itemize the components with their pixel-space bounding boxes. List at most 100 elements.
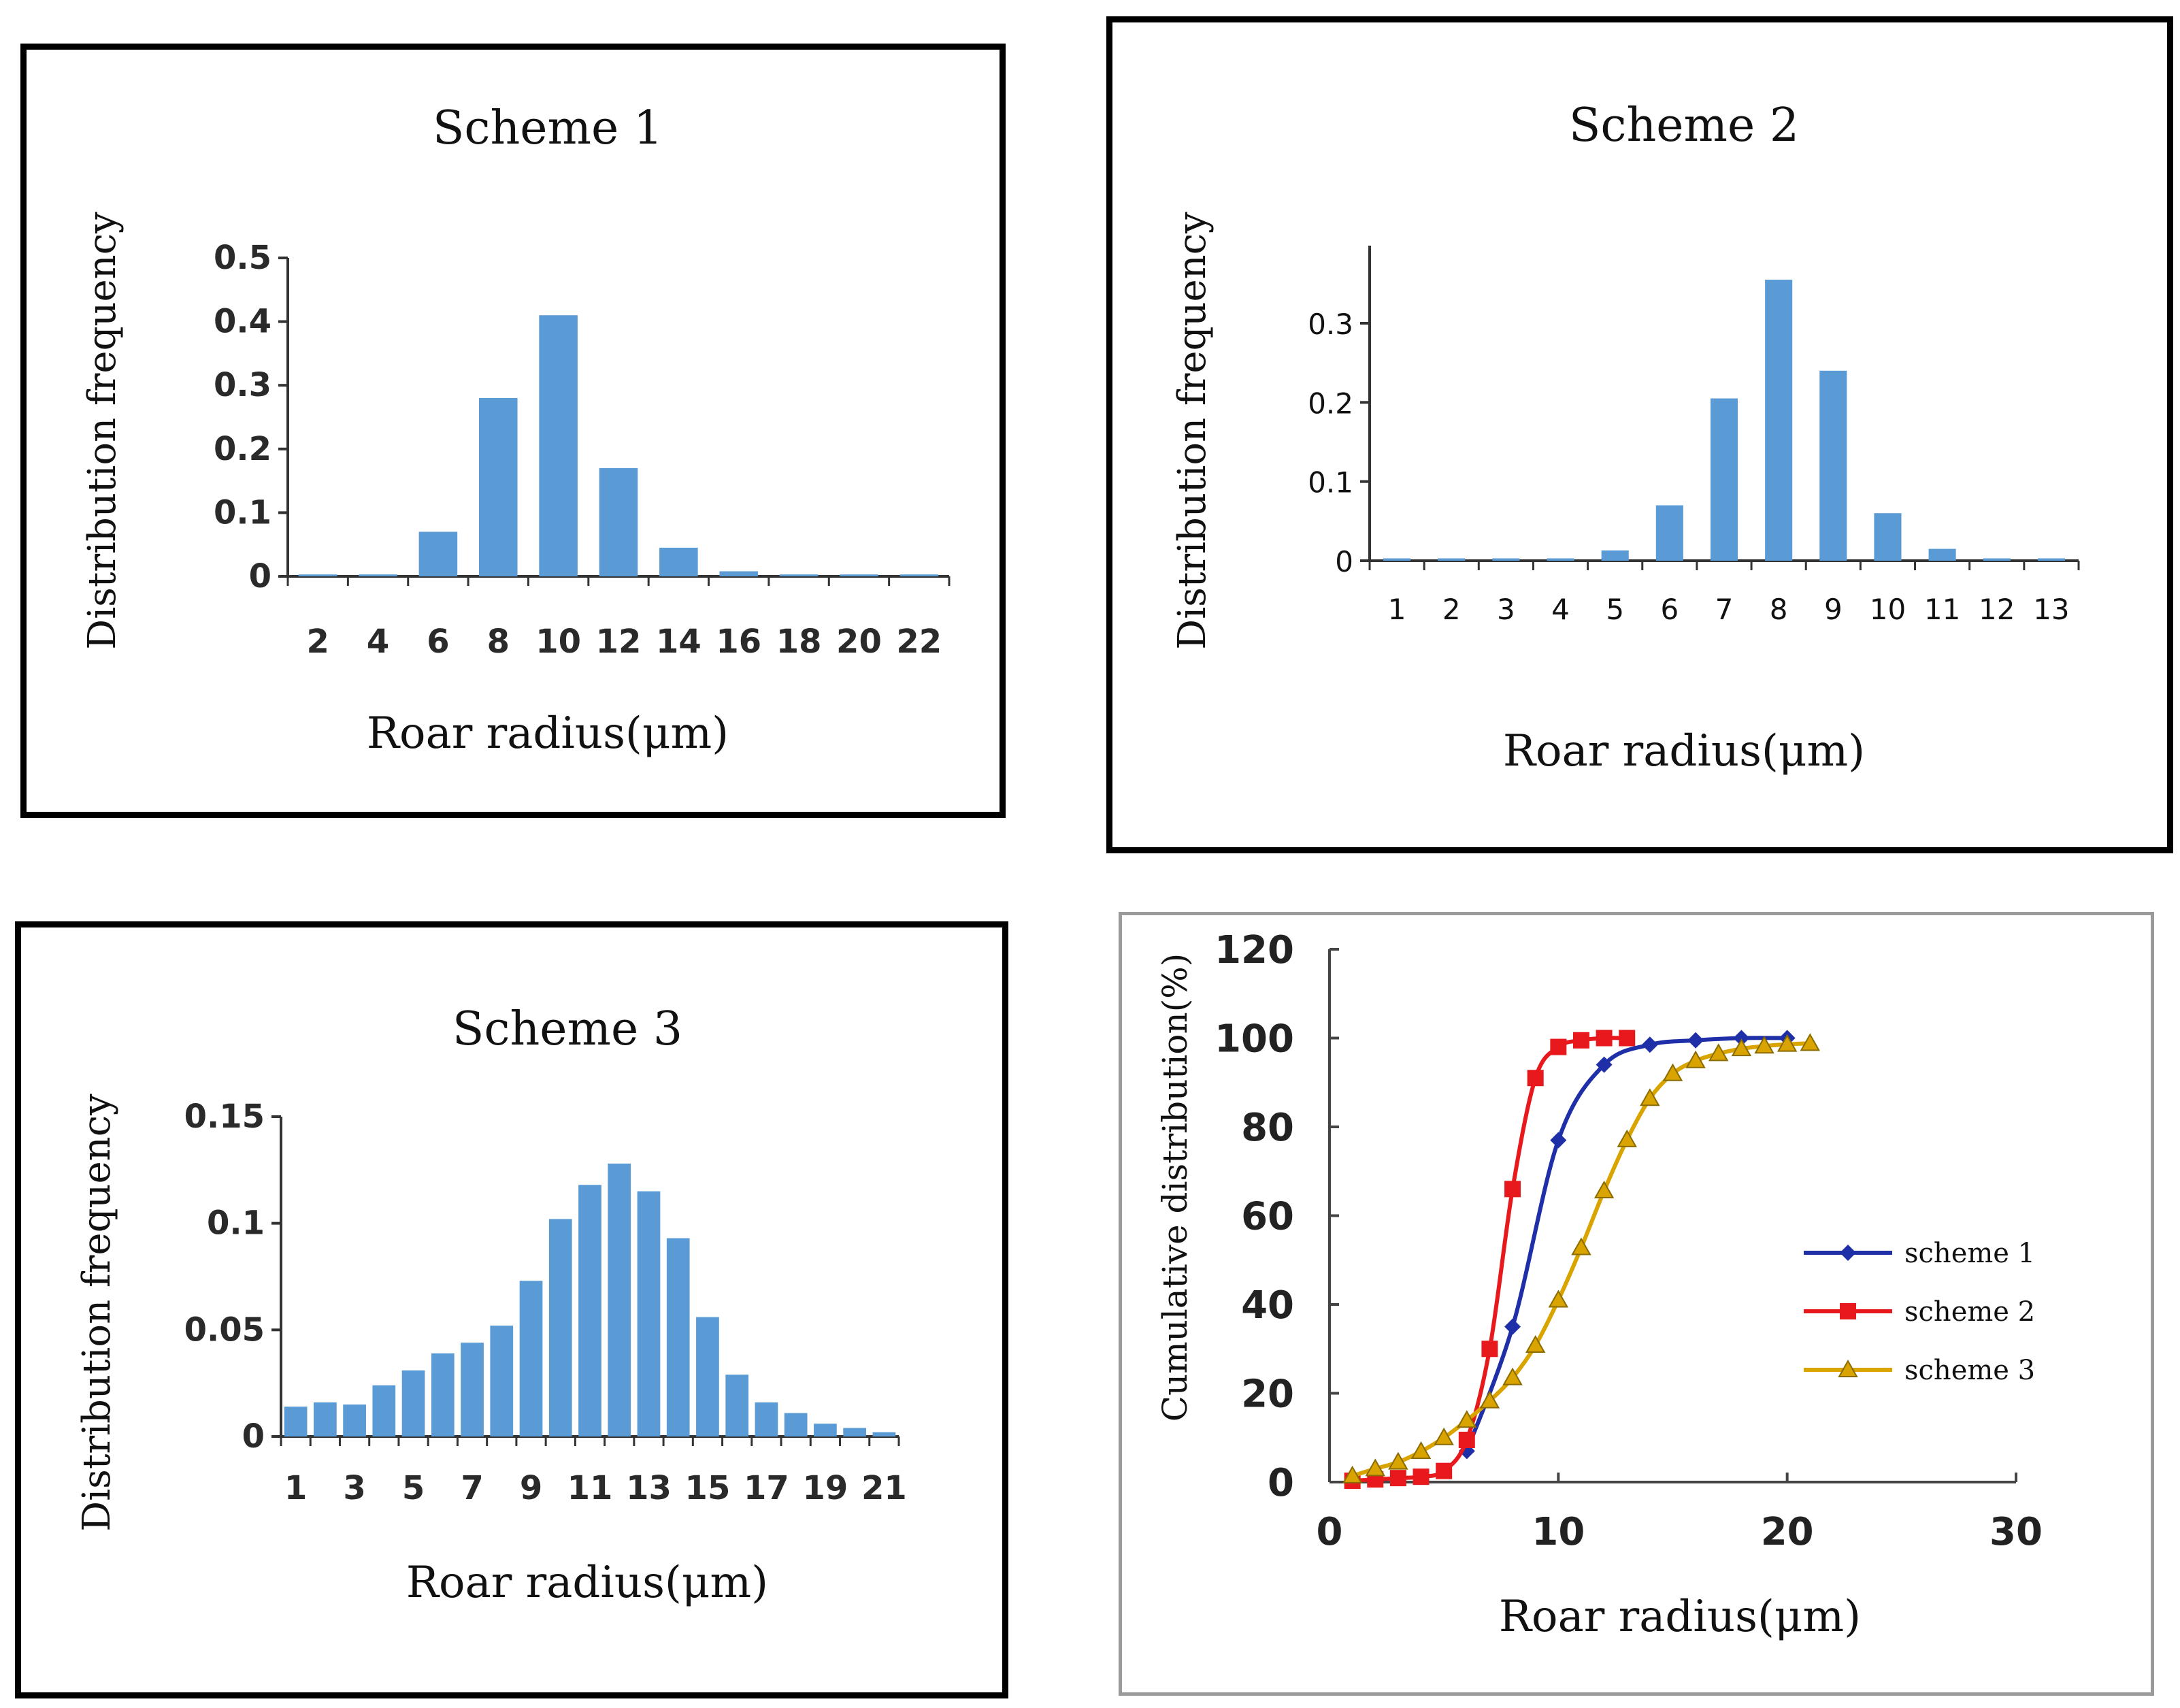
point-scheme-3-21 bbox=[1800, 1033, 1821, 1051]
x-tick-label: 4 bbox=[367, 623, 389, 661]
x-tick-label: 20 bbox=[1761, 1510, 1814, 1554]
point-scheme-1-16 bbox=[1687, 1032, 1704, 1049]
bar-17 bbox=[755, 1402, 778, 1436]
bar-8 bbox=[1765, 280, 1793, 561]
point-scheme-1-18 bbox=[1733, 1030, 1750, 1047]
point-scheme-3-18 bbox=[1731, 1038, 1752, 1057]
x-tick-label: 12 bbox=[1979, 593, 2015, 626]
y-axis-label: Distribution frequency bbox=[1170, 212, 1215, 650]
x-tick-label: 1 bbox=[284, 1469, 307, 1507]
bar-4 bbox=[372, 1385, 396, 1436]
point-scheme-2-11 bbox=[1572, 1032, 1589, 1049]
chart-title: Scheme 3 bbox=[452, 1002, 682, 1056]
x-tick-label: 9 bbox=[1824, 593, 1843, 626]
point-scheme-3-3 bbox=[1388, 1451, 1408, 1470]
bar-1 bbox=[284, 1407, 308, 1436]
scheme-1-panel: Scheme 1 Distribution frequency Roar radiu… bbox=[20, 44, 1006, 818]
x-tick-label: 22 bbox=[896, 623, 942, 661]
bar-22 bbox=[899, 574, 939, 576]
bar-19 bbox=[814, 1424, 837, 1436]
y-tick-label: 0 bbox=[1335, 545, 1353, 578]
x-tick-label: 17 bbox=[744, 1469, 789, 1507]
x-tick-label: 10 bbox=[535, 623, 581, 661]
point-scheme-2-4 bbox=[1413, 1468, 1430, 1485]
bar-1 bbox=[1383, 558, 1411, 561]
y-tick-label: 0.3 bbox=[214, 366, 271, 404]
point-scheme-2-13 bbox=[1619, 1030, 1636, 1047]
bar-8 bbox=[490, 1326, 514, 1436]
bar-18 bbox=[784, 1413, 808, 1436]
x-axis-label: Roar radius(μm) bbox=[367, 708, 729, 759]
bar-15 bbox=[696, 1317, 719, 1436]
point-scheme-3-14 bbox=[1640, 1088, 1660, 1106]
bar-3 bbox=[343, 1405, 366, 1436]
bar-21 bbox=[872, 1432, 896, 1436]
point-scheme-3-10 bbox=[1548, 1290, 1569, 1308]
x-tick-label: 21 bbox=[861, 1469, 907, 1507]
y-axis-label: Distribution frequency bbox=[75, 1094, 119, 1532]
bar-2 bbox=[313, 1402, 337, 1436]
scheme-3-chart: Scheme 3 Distribution frequency Roar radiu… bbox=[75, 1002, 907, 1608]
y-tick-label: 0.5 bbox=[214, 239, 271, 277]
bar-12 bbox=[599, 467, 638, 576]
bar-5 bbox=[1601, 550, 1629, 561]
x-tick-label: 19 bbox=[803, 1469, 848, 1507]
legend-label: scheme 3 bbox=[1904, 1355, 2035, 1386]
bar-5 bbox=[401, 1370, 425, 1436]
x-tick-label: 16 bbox=[716, 623, 761, 661]
bar-20 bbox=[843, 1428, 867, 1436]
point-scheme-3-13 bbox=[1617, 1129, 1637, 1147]
x-tick-label: 8 bbox=[487, 623, 510, 661]
bar-14 bbox=[659, 547, 698, 576]
x-tick-label: 0 bbox=[1317, 1510, 1343, 1554]
point-scheme-3-4 bbox=[1410, 1441, 1432, 1459]
x-tick-label: 30 bbox=[1989, 1510, 2043, 1554]
y-tick-label: 0.1 bbox=[207, 1204, 265, 1243]
x-tick-label: 7 bbox=[461, 1469, 483, 1507]
x-tick-label: 11 bbox=[1924, 593, 1960, 626]
bar-10 bbox=[1874, 513, 1902, 561]
bar-9 bbox=[519, 1281, 543, 1436]
x-tick-label: 15 bbox=[685, 1469, 731, 1507]
bar-7 bbox=[1710, 398, 1738, 561]
y-axis-label: Cumulative distribution(%) bbox=[1155, 953, 1195, 1422]
bar-20 bbox=[840, 574, 878, 576]
point-scheme-2-6 bbox=[1458, 1432, 1475, 1449]
y-tick-label: 0 bbox=[1268, 1461, 1294, 1505]
legend-marker bbox=[1840, 1245, 1856, 1261]
y-tick-label: 0 bbox=[242, 1417, 265, 1456]
point-scheme-3-12 bbox=[1593, 1180, 1615, 1198]
bar-13 bbox=[637, 1191, 661, 1436]
bar-11 bbox=[578, 1185, 601, 1436]
x-tick-label: 12 bbox=[596, 623, 642, 661]
bar-10 bbox=[548, 1219, 572, 1436]
y-tick-label: 0.05 bbox=[184, 1311, 265, 1349]
bar-4 bbox=[359, 574, 397, 576]
y-tick-label: 0.3 bbox=[1308, 308, 1353, 341]
y-tick-label: 20 bbox=[1241, 1373, 1294, 1417]
x-tick-label: 5 bbox=[1606, 593, 1624, 626]
point-scheme-3-8 bbox=[1502, 1367, 1523, 1385]
point-scheme-3-7 bbox=[1479, 1390, 1500, 1409]
bar-6 bbox=[1655, 505, 1683, 561]
point-scheme-3-5 bbox=[1434, 1427, 1454, 1445]
y-tick-label: 40 bbox=[1241, 1283, 1294, 1328]
point-scheme-2-7 bbox=[1481, 1341, 1498, 1358]
legend-marker bbox=[1838, 1359, 1858, 1377]
x-tick-label: 11 bbox=[567, 1469, 613, 1507]
point-scheme-3-20 bbox=[1777, 1034, 1798, 1052]
bar-12 bbox=[608, 1163, 631, 1436]
point-scheme-3-16 bbox=[1685, 1050, 1706, 1068]
y-tick-label: 0.15 bbox=[184, 1098, 265, 1136]
y-tick-label: 100 bbox=[1215, 1017, 1294, 1062]
x-tick-label: 13 bbox=[626, 1469, 672, 1507]
chart-title: Scheme 2 bbox=[1569, 99, 1799, 152]
bar-6 bbox=[418, 531, 458, 576]
point-scheme-3-6 bbox=[1457, 1410, 1477, 1428]
bar-14 bbox=[666, 1238, 690, 1436]
series-line-scheme-1 bbox=[1464, 1036, 1787, 1452]
point-scheme-2-10 bbox=[1550, 1038, 1567, 1055]
bar-2 bbox=[1438, 558, 1466, 561]
series-line-scheme-3 bbox=[1351, 1041, 1811, 1478]
point-scheme-3-19 bbox=[1754, 1036, 1774, 1054]
